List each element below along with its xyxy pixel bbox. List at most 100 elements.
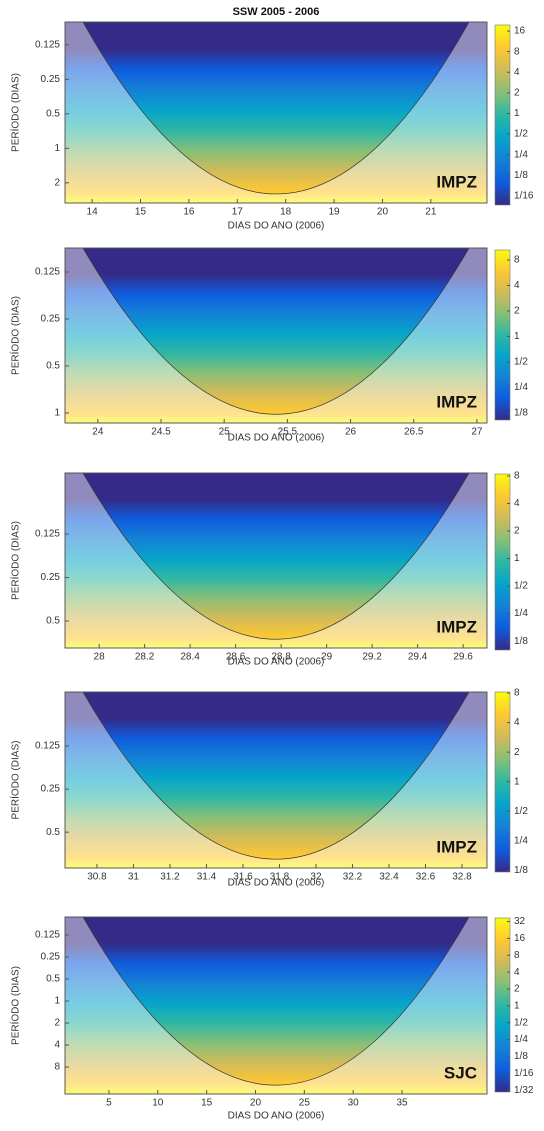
colorbar-tick-label: 1/4	[514, 835, 528, 846]
colorbar-tick-label: 4	[514, 498, 520, 509]
colorbar-tick-label: 32	[514, 916, 526, 927]
colorbar-tick-label: 2	[514, 87, 520, 98]
y-tick-label: 0.125	[35, 529, 60, 540]
x-tick-label: 32.8	[452, 872, 472, 883]
colorbar-tick-label: 1/4	[514, 1034, 528, 1045]
y-tick-label: 0.125	[35, 930, 60, 941]
colorbar-tick-label: 1/8	[514, 636, 528, 647]
colorbar-tick-label: 1/4	[514, 608, 528, 619]
x-tick-label: 28.2	[135, 652, 155, 663]
x-tick-label: 28.8	[271, 652, 291, 663]
y-tick-label: 0.25	[41, 952, 61, 963]
x-tick-label: 32.2	[343, 872, 363, 883]
annotation: IMPZ	[436, 172, 477, 191]
y-axis-label: PERÍODO (DIAS)	[9, 296, 22, 375]
y-tick-label: 0.5	[46, 361, 60, 372]
x-tick-label: 30.8	[87, 872, 107, 883]
colorbar-tick-label: 1/2	[514, 581, 528, 592]
colorbar	[494, 249, 511, 421]
annotation: IMPZ	[436, 392, 477, 411]
x-tick-label: 26.5	[404, 427, 424, 438]
colorbar-tick-label: 1/8	[514, 1051, 528, 1062]
x-tick-label: 25	[299, 1098, 311, 1109]
x-tick-label: 35	[396, 1098, 408, 1109]
x-tick-label: 31.2	[160, 872, 180, 883]
x-tick-label: 28	[94, 652, 106, 663]
colorbar-tick-label: 1/2	[514, 357, 528, 368]
x-tick-label: 27	[471, 427, 483, 438]
y-tick-label: 1	[54, 996, 60, 1007]
x-axis-label: DIAS DO ANO (2006)	[228, 1111, 325, 1122]
x-tick-label: 16	[183, 207, 195, 218]
colorbar-tick-label: 1/32	[514, 1085, 534, 1096]
colorbar-tick-label: 8	[514, 46, 520, 57]
x-tick-label: 31.6	[233, 872, 253, 883]
x-tick-label: 21	[425, 207, 437, 218]
colorbar-tick-label: 4	[514, 67, 520, 78]
colorbar-tick-label: 4	[514, 967, 520, 978]
colorbar-tick-label: 2	[514, 747, 520, 758]
plot-frame	[64, 691, 488, 869]
colorbar-tick-label: 16	[514, 26, 526, 37]
y-tick-label: 0.25	[41, 784, 61, 795]
y-tick-label: 2	[54, 177, 60, 188]
x-tick-label: 15	[201, 1098, 213, 1109]
x-tick-label: 31.4	[197, 872, 217, 883]
y-axis-label: PERÍODO (DIAS)	[9, 741, 22, 820]
x-tick-label: 29.6	[453, 652, 473, 663]
colorbar-tick-label: 4	[514, 717, 520, 728]
colorbar-tick-label: 1	[514, 776, 520, 787]
x-tick-label: 24	[92, 427, 104, 438]
colorbar-tick-label: 2	[514, 526, 520, 537]
y-tick-label: 0.5	[46, 616, 60, 627]
colorbar	[494, 473, 511, 651]
y-axis-label: PERÍODO (DIAS)	[9, 73, 22, 152]
y-tick-label: 8	[54, 1062, 60, 1073]
y-tick-label: 1	[54, 408, 60, 419]
plot-frame	[64, 472, 488, 649]
x-tick-label: 26	[345, 427, 357, 438]
x-tick-label: 18	[280, 207, 292, 218]
x-tick-label: 20	[377, 207, 389, 218]
y-tick-label: 4	[54, 1040, 60, 1051]
y-tick-label: 0.125	[35, 39, 60, 50]
x-tick-label: 29	[321, 652, 333, 663]
x-tick-label: 28.6	[226, 652, 246, 663]
x-tick-label: 19	[329, 207, 341, 218]
annotation: IMPZ	[436, 617, 477, 636]
y-tick-label: 0.5	[46, 974, 60, 985]
x-tick-label: 32.6	[416, 872, 436, 883]
x-tick-label: 14	[87, 207, 99, 218]
x-tick-label: 29.4	[408, 652, 428, 663]
colorbar-tick-label: 1	[514, 108, 520, 119]
colorbar-tick-label: 4	[514, 280, 520, 291]
x-tick-label: 25	[219, 427, 231, 438]
y-axis-label: PERÍODO (DIAS)	[9, 521, 22, 600]
colorbar-tick-label: 1/2	[514, 129, 528, 140]
chart-title: SSW 2005 - 2006	[233, 6, 320, 18]
colorbar-tick-label: 1/4	[514, 149, 528, 160]
colorbar-tick-label: 1/16	[514, 191, 534, 202]
colorbar-tick-label: 8	[514, 255, 520, 266]
colorbar-tick-label: 8	[514, 950, 520, 961]
colorbar	[494, 24, 511, 206]
plot-frame	[64, 247, 488, 424]
colorbar-tick-label: 1	[514, 331, 520, 342]
colorbar-tick-label: 16	[514, 933, 526, 944]
colorbar-tick-label: 1/8	[514, 408, 528, 419]
x-tick-label: 15	[135, 207, 147, 218]
annotation: SJC	[444, 1063, 477, 1082]
y-tick-label: 2	[54, 1018, 60, 1029]
colorbar-tick-label: 8	[514, 471, 520, 482]
power-field	[65, 917, 487, 1094]
y-tick-label: 0.125	[35, 741, 60, 752]
x-tick-label: 31.8	[270, 872, 290, 883]
colorbar-tick-label: 1/16	[514, 1068, 534, 1079]
colorbar-tick-label: 1/2	[514, 1017, 528, 1028]
x-tick-label: 29.2	[362, 652, 382, 663]
x-tick-label: 5	[106, 1098, 112, 1109]
y-tick-label: 0.25	[41, 572, 61, 583]
x-tick-label: 17	[232, 207, 244, 218]
y-tick-label: 0.25	[41, 74, 61, 85]
